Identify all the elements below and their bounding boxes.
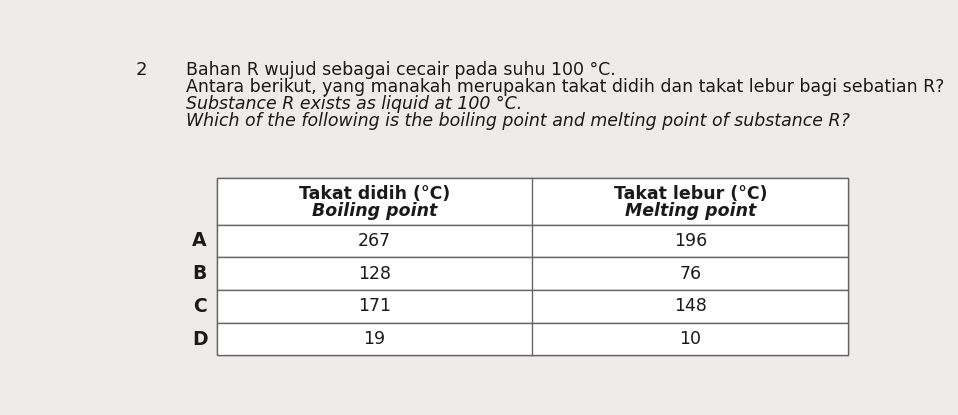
Text: 2: 2 <box>135 61 147 79</box>
Text: Melting point: Melting point <box>625 202 756 220</box>
Text: 196: 196 <box>673 232 707 250</box>
Text: 267: 267 <box>358 232 391 250</box>
Text: A: A <box>193 232 207 250</box>
Text: 128: 128 <box>358 265 391 283</box>
Text: Takat didih (°C): Takat didih (°C) <box>299 185 450 203</box>
Bar <box>217 225 848 257</box>
Text: 19: 19 <box>363 330 385 348</box>
Bar <box>217 178 848 225</box>
Text: Which of the following is the boiling point and melting point of substance R?: Which of the following is the boiling po… <box>186 112 850 130</box>
Text: Bahan R wujud sebagai cecair pada suhu 100 °C.: Bahan R wujud sebagai cecair pada suhu 1… <box>186 61 615 79</box>
Text: 171: 171 <box>358 298 391 315</box>
Text: 148: 148 <box>673 298 707 315</box>
Text: 10: 10 <box>679 330 701 348</box>
Text: C: C <box>193 297 207 316</box>
Text: 76: 76 <box>679 265 701 283</box>
Text: D: D <box>192 330 207 349</box>
Text: Boiling point: Boiling point <box>312 202 437 220</box>
Text: Takat lebur (°C): Takat lebur (°C) <box>613 185 767 203</box>
Bar <box>217 290 848 323</box>
Text: Substance R exists as liquid at 100 °C.: Substance R exists as liquid at 100 °C. <box>186 95 522 113</box>
Bar <box>217 257 848 290</box>
Bar <box>217 178 848 356</box>
Text: B: B <box>193 264 207 283</box>
Bar <box>217 323 848 356</box>
Text: Antara berikut, yang manakah merupakan takat didih dan takat lebur bagi sebatian: Antara berikut, yang manakah merupakan t… <box>186 78 944 96</box>
